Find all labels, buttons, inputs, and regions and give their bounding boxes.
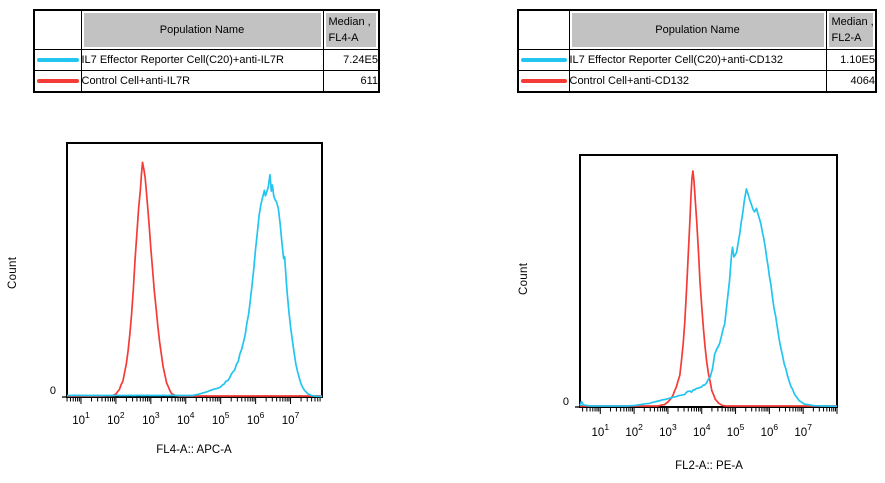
- x-tick-label: 104: [693, 422, 711, 439]
- x-tick-label: 105: [727, 422, 745, 439]
- y-zero-tick-label-right: 0: [562, 396, 569, 408]
- median-header-line2: FL2-A: [831, 32, 862, 44]
- table-row: IL7 Effector Reporter Cell(C20)+anti-CD1…: [517, 49, 877, 71]
- x-tick-label: 105: [212, 410, 230, 427]
- x-tick-label: 107: [794, 422, 812, 439]
- x-tick-label: 101: [72, 410, 90, 427]
- median-value: 4064: [825, 70, 877, 93]
- population-name: Control Cell+anti-IL7R: [80, 70, 324, 93]
- median-value: 611: [322, 70, 380, 93]
- x-tick-label: 106: [761, 422, 779, 439]
- x-tick-label: 107: [282, 410, 300, 427]
- median-header-cell: Median , FL2-A: [825, 9, 877, 50]
- x-axis-tick-labels: 101 102 103 104 105 106 107: [592, 422, 813, 439]
- median-value: 1.10E5: [825, 49, 877, 71]
- x-tick-label: 101: [592, 422, 610, 439]
- y-axis-title-left: Count: [7, 256, 19, 290]
- population-name: IL7 Effector Reporter Cell(C20)+anti-IL7…: [80, 49, 324, 71]
- curve-red: [67, 161, 322, 397]
- x-axis-ticks: [66, 398, 321, 404]
- median-header-line1: Median ,: [328, 16, 371, 28]
- swatch-header-cell: [517, 9, 570, 50]
- histogram-plot: 101 102 103 104 105 106 107: [62, 142, 323, 427]
- population-header-label: Population Name: [571, 13, 824, 47]
- plot-frame: [579, 154, 838, 408]
- legend-header-row: Population Name Median , FL2-A: [517, 9, 877, 50]
- curve-red: [580, 170, 837, 407]
- population-header-label: Population Name: [83, 13, 321, 47]
- population-name: IL7 Effector Reporter Cell(C20)+anti-CD1…: [568, 49, 827, 71]
- x-axis-tick-labels: 101 102 103 104 105 106 107: [72, 410, 299, 427]
- population-header-cell: Population Name: [80, 9, 324, 50]
- swatch-header-cell: [33, 9, 82, 50]
- population-name: Control Cell+anti-CD132: [568, 70, 827, 93]
- curve-cyan: [579, 188, 837, 408]
- x-tick-label: 104: [177, 410, 195, 427]
- median-header-line2: FL4-A: [328, 32, 359, 44]
- population-header-cell: Population Name: [568, 9, 827, 50]
- x-axis-title-right: FL2-A:: PE-A: [675, 460, 743, 472]
- x-tick-label: 106: [247, 410, 265, 427]
- histogram-plot: 101 102 103 104 105 106 107: [575, 154, 838, 439]
- table-row: Control Cell+anti-CD132 4064: [517, 70, 877, 93]
- legend-table-right: Population Name Median , FL2-A IL7 Effec…: [517, 9, 877, 93]
- median-header-cell: Median , FL4-A: [322, 9, 380, 50]
- x-axis-ticks: [582, 408, 838, 414]
- median-header-line1: Median ,: [831, 16, 874, 28]
- curve-cyan: [67, 173, 323, 398]
- x-tick-label: 103: [142, 410, 160, 427]
- median-value: 7.24E5: [322, 49, 380, 71]
- table-row: Control Cell+anti-IL7R 611: [33, 70, 380, 93]
- x-tick-label: 102: [107, 410, 125, 427]
- red-series-swatch: [37, 79, 79, 83]
- legend-table-left: Population Name Median , FL4-A IL7 Effec…: [33, 9, 380, 93]
- y-zero-tick-label-left: 0: [49, 385, 56, 397]
- plot-frame: [66, 142, 323, 398]
- y-axis-title-right: Count: [518, 262, 530, 296]
- cyan-series-swatch: [37, 58, 79, 62]
- x-tick-label: 102: [625, 422, 643, 439]
- red-series-swatch: [521, 79, 567, 83]
- cyan-series-swatch: [521, 58, 567, 62]
- x-tick-label: 103: [659, 422, 677, 439]
- x-axis-title-left: FL4-A:: APC-A: [156, 444, 232, 456]
- table-row: IL7 Effector Reporter Cell(C20)+anti-IL7…: [33, 49, 380, 71]
- legend-header-row: Population Name Median , FL4-A: [33, 9, 380, 50]
